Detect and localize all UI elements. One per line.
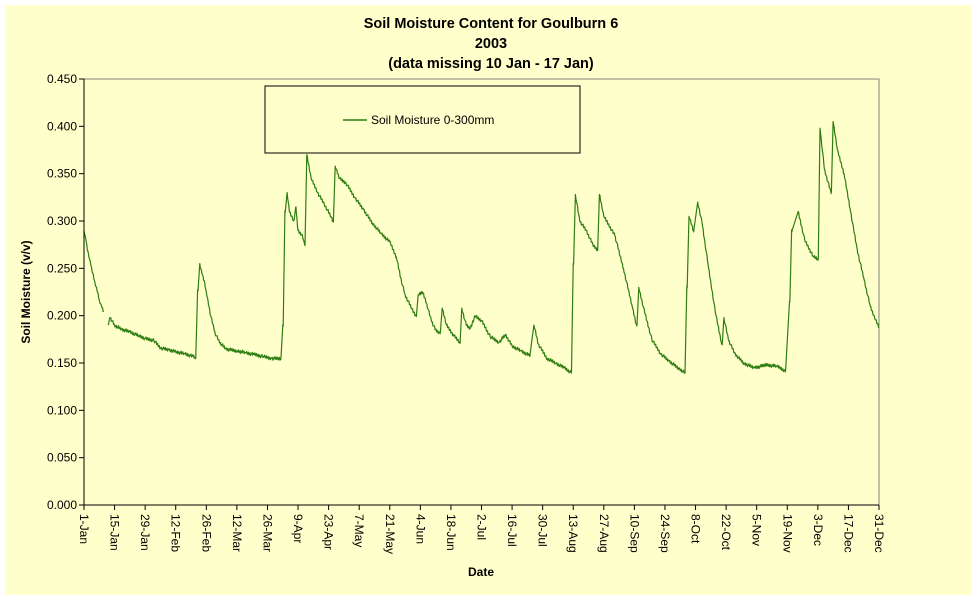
x-tick-label: 10-Sep <box>627 514 641 553</box>
x-tick-label: 8-Oct <box>689 514 703 544</box>
legend-label: Soil Moisture 0-300mm <box>371 113 494 127</box>
x-tick-label: 13-Aug <box>566 514 580 553</box>
chart-area: Soil Moisture Content for Goulburn 6 200… <box>5 5 971 595</box>
x-tick-label: 22-Oct <box>719 514 733 551</box>
y-tick-label: 0.200 <box>47 309 77 323</box>
soil-moisture-chart: Soil Moisture Content for Goulburn 6 200… <box>19 16 886 579</box>
x-tick-label: 27-Aug <box>597 514 611 553</box>
x-tick-label: 1-Jan <box>77 514 91 544</box>
x-tick-label: 30-Jul <box>536 514 550 547</box>
series-line-soil-moisture-segment-1 <box>83 230 105 313</box>
y-tick-label: 0.000 <box>47 498 77 512</box>
y-tick-label: 0.300 <box>47 214 77 228</box>
x-tick-label: 26-Mar <box>260 514 274 552</box>
y-tick-label: 0.100 <box>47 403 77 417</box>
x-tick-label: 31-Dec <box>872 514 886 553</box>
x-tick-label: 29-Jan <box>138 514 152 551</box>
y-tick-label: 0.150 <box>47 356 77 370</box>
x-tick-label: 26-Feb <box>199 514 213 552</box>
x-tick-label: 3-Dec <box>811 514 825 546</box>
chart-title-year: 2003 <box>475 36 507 52</box>
series-layer <box>83 120 880 374</box>
y-tick-label: 0.350 <box>47 167 77 181</box>
x-tick-label: 17-Dec <box>841 514 855 553</box>
y-tick-label: 0.250 <box>47 261 77 275</box>
x-tick-label: 16-Jul <box>505 514 519 547</box>
chart-title: Soil Moisture Content for Goulburn 6 <box>364 16 619 32</box>
x-tick-label: 12-Feb <box>169 514 183 552</box>
y-axis-ticks: 0.000 0.050 0.100 0.150 0.200 0.250 0.300 0.350… <box>47 72 84 512</box>
chart-subtitle: (data missing 10 Jan - 17 Jan) <box>388 56 594 72</box>
x-tick-label: 9-Apr <box>291 514 305 543</box>
x-tick-label: 24-Sep <box>658 514 672 553</box>
x-tick-label: 19-Nov <box>780 514 794 553</box>
x-tick-label: 4-Jun <box>413 514 427 544</box>
legend: Soil Moisture 0-300mm <box>264 85 581 154</box>
series-line-soil-moisture-segment-2 <box>107 120 880 374</box>
x-tick-label: 12-Mar <box>230 514 244 552</box>
y-tick-label: 0.450 <box>47 72 77 86</box>
x-tick-label: 7-May <box>352 514 366 547</box>
x-axis-label: Date <box>468 565 494 579</box>
x-tick-label: 18-Jun <box>444 514 458 551</box>
x-tick-label: 23-Apr <box>322 514 336 550</box>
y-axis-label: Soil Moisture (v/v) <box>19 240 33 343</box>
y-tick-label: 0.050 <box>47 451 77 465</box>
x-tick-label: 2-Jul <box>475 514 489 540</box>
x-tick-label: 5-Nov <box>750 514 764 546</box>
x-tick-label: 21-May <box>383 514 397 554</box>
legend-box <box>264 85 581 154</box>
y-tick-label: 0.400 <box>47 119 77 133</box>
x-tick-label: 15-Jan <box>108 514 122 551</box>
x-axis-ticks: 1-Jan 15-Jan 29-Jan 12-Feb 26-Feb 12-Mar 26-Ma… <box>77 505 886 554</box>
